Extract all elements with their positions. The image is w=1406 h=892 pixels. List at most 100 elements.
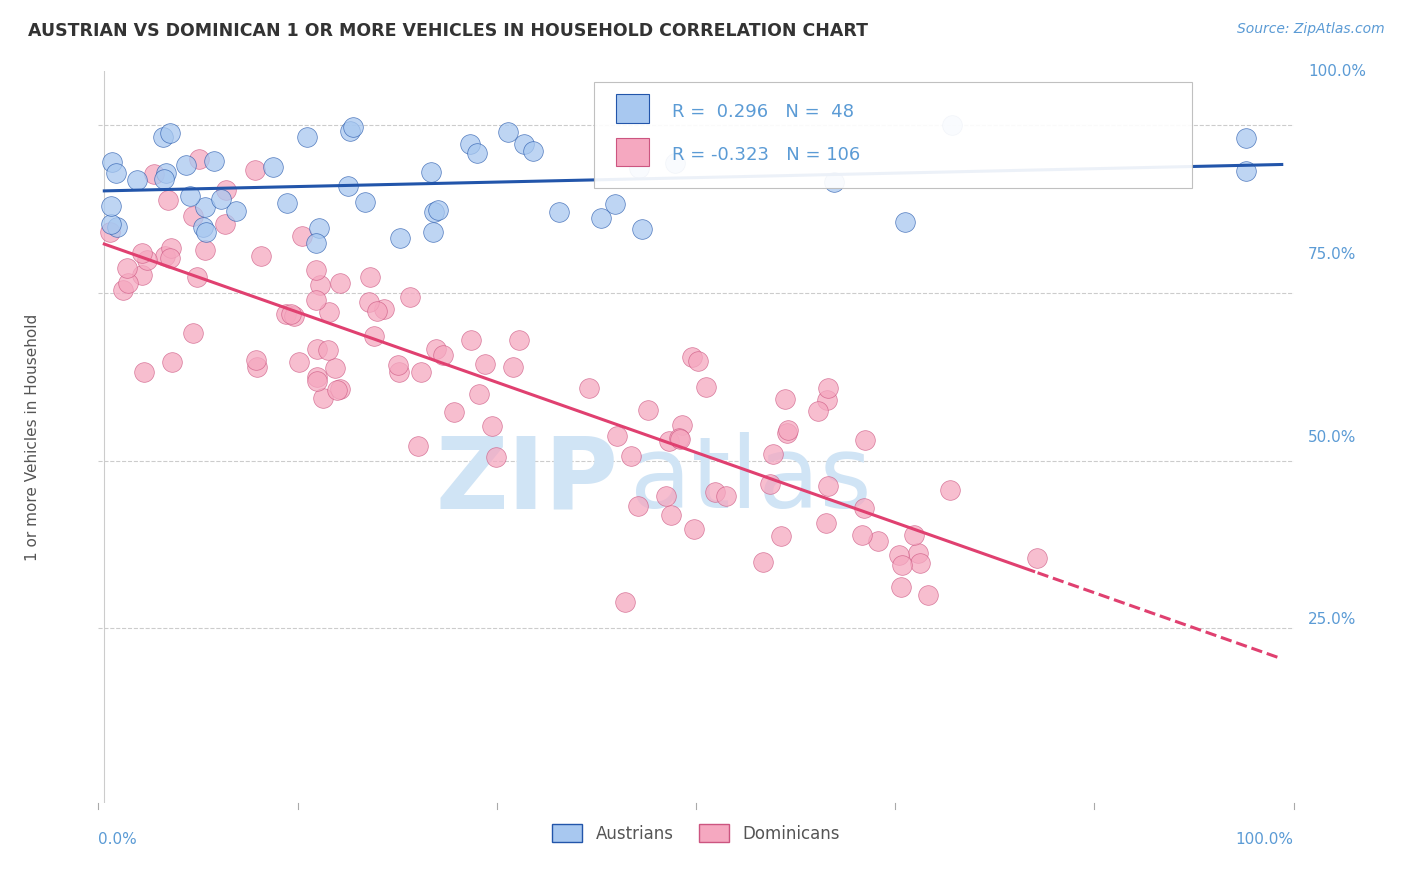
Text: Source: ZipAtlas.com: Source: ZipAtlas.com bbox=[1237, 22, 1385, 37]
Point bbox=[308, 221, 330, 235]
Point bbox=[318, 343, 340, 357]
Text: R = -0.323   N = 106: R = -0.323 N = 106 bbox=[672, 146, 860, 164]
Point bbox=[502, 360, 524, 375]
Point bbox=[426, 203, 449, 218]
Point bbox=[631, 222, 654, 236]
Point bbox=[132, 365, 155, 379]
Point bbox=[627, 500, 650, 514]
Point bbox=[245, 353, 267, 368]
Point bbox=[681, 350, 703, 364]
Point bbox=[142, 168, 165, 182]
Point bbox=[814, 516, 837, 531]
Point bbox=[329, 276, 352, 290]
Point bbox=[758, 476, 780, 491]
Point bbox=[485, 450, 508, 464]
Point bbox=[776, 426, 799, 441]
Point bbox=[359, 269, 381, 284]
Point bbox=[305, 293, 328, 307]
Point bbox=[807, 403, 830, 417]
Point bbox=[329, 382, 352, 396]
Point bbox=[522, 144, 544, 158]
Point bbox=[628, 161, 651, 176]
Point bbox=[460, 334, 482, 348]
Point bbox=[388, 365, 411, 379]
Point bbox=[307, 342, 329, 356]
Point bbox=[387, 358, 409, 372]
Point bbox=[703, 484, 725, 499]
Point bbox=[262, 161, 284, 175]
Point bbox=[305, 263, 328, 277]
Point bbox=[225, 204, 247, 219]
Point bbox=[325, 384, 347, 398]
Point bbox=[100, 155, 122, 169]
Point bbox=[1236, 163, 1258, 178]
Point bbox=[373, 301, 395, 316]
Point bbox=[939, 483, 962, 497]
Point bbox=[851, 528, 873, 542]
Point bbox=[443, 405, 465, 419]
Text: 0.0%: 0.0% bbox=[98, 832, 138, 847]
Point bbox=[659, 508, 682, 522]
Point bbox=[112, 283, 135, 297]
Point bbox=[655, 490, 678, 504]
Point bbox=[917, 588, 939, 602]
Text: 75.0%: 75.0% bbox=[1308, 247, 1357, 261]
Point bbox=[309, 278, 332, 293]
Point bbox=[186, 269, 208, 284]
Point bbox=[159, 241, 181, 255]
Point bbox=[908, 556, 931, 570]
Point bbox=[468, 387, 491, 401]
Point bbox=[250, 250, 273, 264]
Point bbox=[194, 200, 217, 214]
Point bbox=[307, 374, 329, 388]
Point bbox=[548, 205, 571, 219]
Point bbox=[131, 268, 153, 282]
Point bbox=[104, 166, 127, 180]
Point bbox=[423, 204, 446, 219]
Point bbox=[682, 522, 704, 536]
Point bbox=[194, 243, 217, 257]
Point bbox=[887, 548, 910, 562]
Point bbox=[890, 580, 912, 594]
Text: AUSTRIAN VS DOMINICAN 1 OR MORE VEHICLES IN HOUSEHOLD CORRELATION CHART: AUSTRIAN VS DOMINICAN 1 OR MORE VEHICLES… bbox=[28, 22, 868, 40]
Point bbox=[578, 381, 600, 395]
Point bbox=[179, 189, 201, 203]
Point bbox=[243, 163, 266, 178]
Point bbox=[283, 309, 305, 323]
Point bbox=[907, 546, 929, 560]
Point bbox=[778, 423, 800, 437]
Point bbox=[458, 137, 481, 152]
Point bbox=[209, 192, 232, 206]
Point bbox=[215, 183, 238, 197]
Point bbox=[312, 391, 335, 405]
Point bbox=[496, 125, 519, 139]
Point bbox=[98, 225, 121, 239]
Point bbox=[107, 220, 129, 235]
Point bbox=[339, 124, 361, 138]
Point bbox=[131, 246, 153, 260]
FancyBboxPatch shape bbox=[595, 82, 1192, 188]
Point bbox=[159, 127, 181, 141]
Point bbox=[288, 354, 311, 368]
Text: 100.0%: 100.0% bbox=[1308, 64, 1365, 78]
Point bbox=[117, 276, 139, 290]
Point bbox=[467, 146, 489, 161]
Point bbox=[823, 175, 845, 189]
Point bbox=[658, 434, 681, 449]
Point bbox=[305, 235, 328, 250]
Point bbox=[775, 392, 797, 407]
Point bbox=[354, 194, 377, 209]
Point bbox=[613, 595, 636, 609]
Point bbox=[159, 251, 181, 265]
Point bbox=[305, 370, 328, 384]
Legend: Austrians, Dominicans: Austrians, Dominicans bbox=[546, 818, 846, 849]
Point bbox=[388, 231, 411, 245]
Point bbox=[153, 172, 176, 186]
Point bbox=[890, 558, 912, 573]
Point bbox=[751, 556, 773, 570]
Point bbox=[620, 450, 643, 464]
Point bbox=[422, 225, 444, 239]
Point bbox=[425, 342, 447, 356]
Point bbox=[714, 489, 737, 503]
Point bbox=[817, 479, 839, 493]
